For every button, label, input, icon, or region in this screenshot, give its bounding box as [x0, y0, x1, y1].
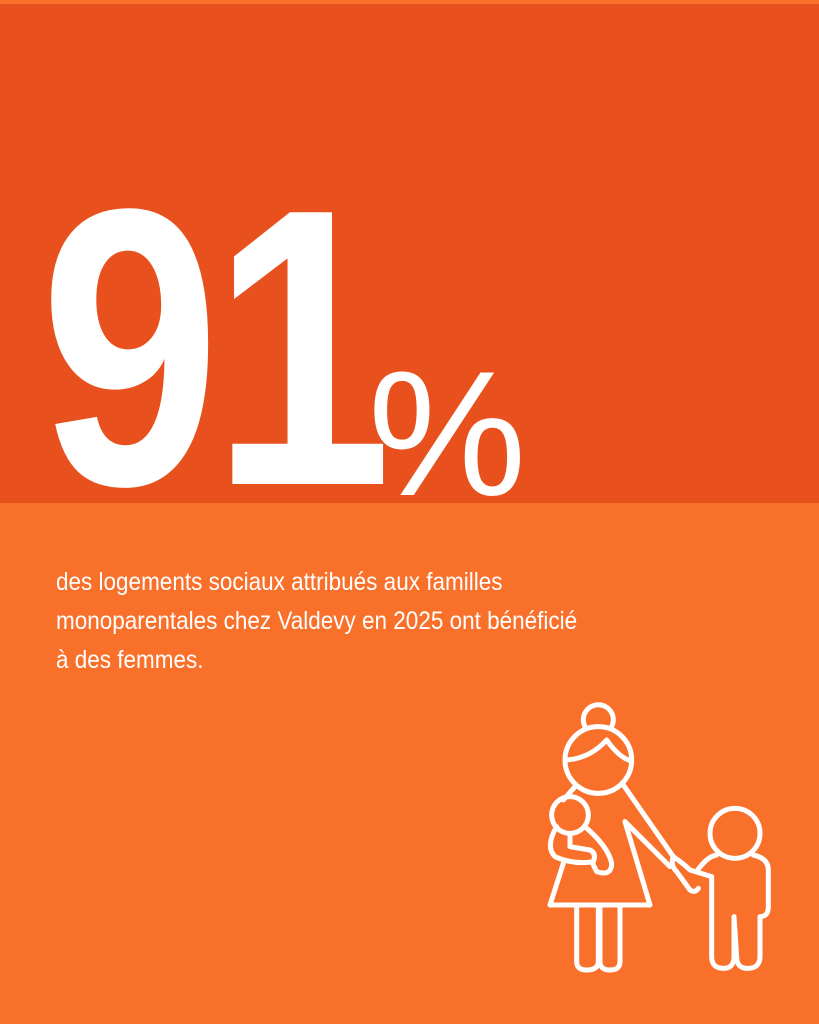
description-line: des logements sociaux attribués aux fami… [56, 568, 503, 596]
mother-with-baby-and-child-icon [547, 702, 771, 973]
stat-unit: % [368, 334, 527, 533]
description-line: monoparentales chez Valdevy en 2025 ont … [56, 607, 578, 635]
stat-value: 91 [40, 126, 392, 568]
top-accent-line [0, 0, 819, 4]
stat-band [0, 4, 819, 503]
description-line: à des femmes. [56, 646, 204, 674]
stat-description: des logements sociaux attribués aux fami… [56, 563, 776, 680]
